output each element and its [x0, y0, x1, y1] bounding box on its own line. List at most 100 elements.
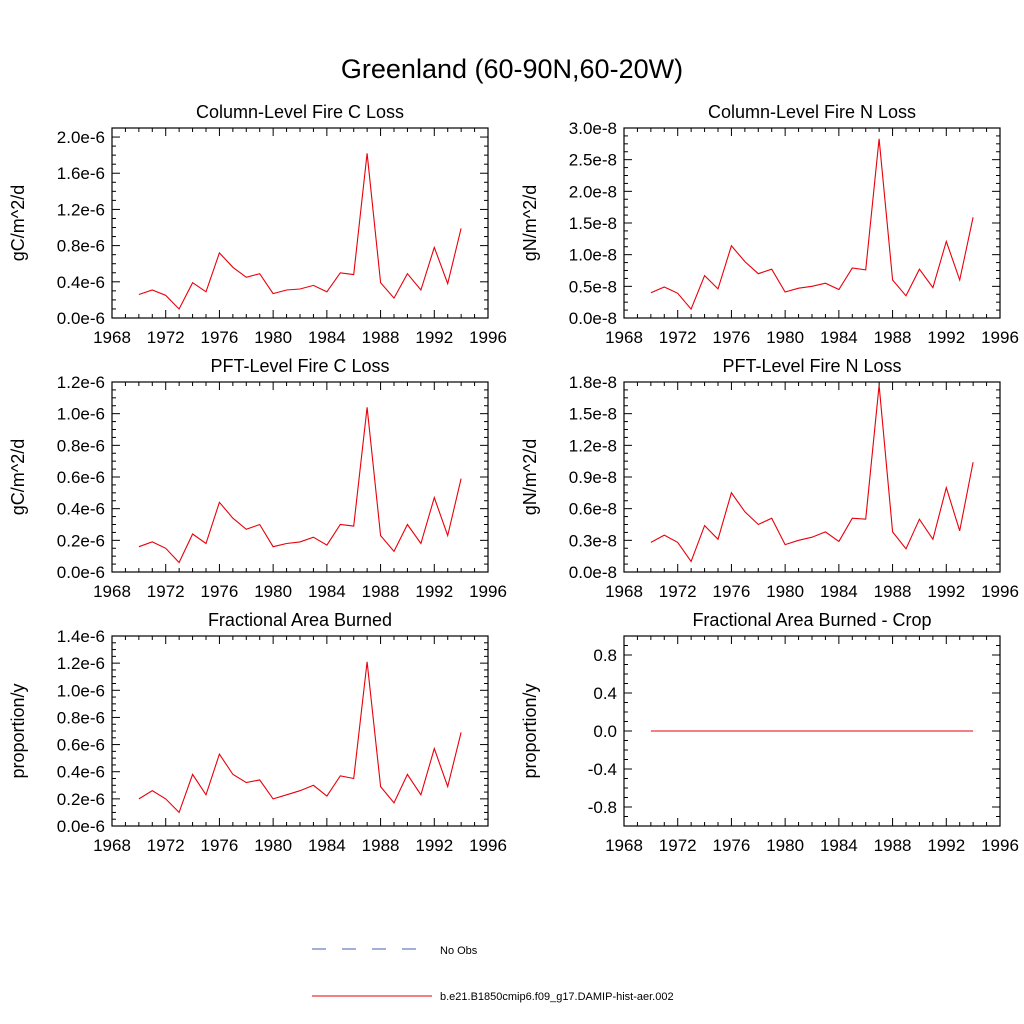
panel-title: Column-Level Fire N Loss: [708, 102, 916, 122]
y-tick-label: 0.0e-6: [57, 563, 105, 582]
x-tick-label: 1988: [874, 836, 912, 855]
x-tick-label: 1992: [927, 582, 965, 601]
y-tick-label: 0.4: [593, 684, 617, 703]
x-tick-label: 1968: [93, 328, 131, 347]
y-tick-label: 2.5e-8: [569, 151, 617, 170]
y-tick-label: 1.2e-6: [57, 654, 105, 673]
x-tick-label: 1980: [254, 836, 292, 855]
x-tick-label: 1972: [659, 328, 697, 347]
x-tick-label: 1980: [254, 328, 292, 347]
x-tick-label: 1992: [927, 328, 965, 347]
x-tick-label: 1972: [659, 836, 697, 855]
y-tick-label: 0.0: [593, 722, 617, 741]
x-tick-label: 1992: [415, 328, 453, 347]
y-axis-label: gN/m^2/d: [520, 439, 540, 515]
series-line: [650, 385, 974, 563]
y-tick-label: 0.0e-6: [57, 817, 105, 836]
x-tick-label: 1972: [659, 582, 697, 601]
y-tick-label: 1.2e-6: [57, 373, 105, 392]
x-tick-label: 1984: [820, 328, 858, 347]
x-tick-label: 1988: [362, 582, 400, 601]
x-tick-label: 1976: [713, 836, 751, 855]
x-tick-label: 1968: [93, 582, 131, 601]
plot-frame: [111, 635, 489, 827]
x-tick-label: 1980: [766, 328, 804, 347]
x-tick-label: 1988: [362, 328, 400, 347]
plot-frame: [623, 381, 1001, 573]
y-tick-label: 1.0e-6: [57, 681, 105, 700]
y-tick-label: 0.4e-6: [57, 500, 105, 519]
y-axis-label: proportion/y: [8, 683, 28, 778]
panel-title: PFT-Level Fire N Loss: [722, 356, 901, 376]
y-tick-label: 2.0e-6: [57, 128, 105, 147]
y-tick-label: 0.2e-6: [57, 531, 105, 550]
y-axis-label: gN/m^2/d: [520, 185, 540, 261]
legend-label-no-obs: No Obs: [440, 945, 478, 957]
x-tick-label: 1996: [981, 328, 1019, 347]
legend-label-model: b.e21.B1850cmip6.f09_g17.DAMIP-hist-aer.…: [440, 991, 674, 1003]
y-tick-label: 0.6e-8: [569, 500, 617, 519]
x-tick-label: 1992: [415, 836, 453, 855]
x-tick-label: 1996: [469, 582, 507, 601]
panel-title: Fractional Area Burned: [208, 610, 392, 630]
x-tick-label: 1976: [713, 328, 751, 347]
y-tick-label: 1.5e-8: [569, 405, 617, 424]
x-tick-label: 1984: [308, 328, 346, 347]
y-tick-label: -0.4: [588, 760, 617, 779]
y-tick-label: 0.4e-6: [57, 273, 105, 292]
y-tick-label: 1.8e-8: [569, 373, 617, 392]
y-tick-label: 0.8e-6: [57, 708, 105, 727]
x-tick-label: 1992: [415, 582, 453, 601]
x-tick-label: 1988: [362, 836, 400, 855]
y-tick-label: 0.4e-6: [57, 763, 105, 782]
y-tick-label: 0.8e-6: [57, 436, 105, 455]
x-tick-label: 1968: [93, 836, 131, 855]
y-tick-label: 0.0e-8: [569, 563, 617, 582]
panel-title: Column-Level Fire C Loss: [196, 102, 404, 122]
y-tick-label: 0.0e-6: [57, 309, 105, 328]
y-tick-label: 0.2e-6: [57, 790, 105, 809]
y-tick-label: 1.6e-6: [57, 164, 105, 183]
x-tick-label: 1972: [147, 582, 185, 601]
x-tick-label: 1968: [605, 582, 643, 601]
y-tick-label: 2.0e-8: [569, 182, 617, 201]
x-tick-label: 1988: [874, 328, 912, 347]
y-axis-label: proportion/y: [520, 683, 540, 778]
series-line: [138, 661, 462, 814]
y-tick-label: 0.3e-8: [569, 531, 617, 550]
plot-frame: [111, 381, 489, 573]
x-tick-label: 1988: [874, 582, 912, 601]
panel-title: PFT-Level Fire C Loss: [210, 356, 389, 376]
x-tick-label: 1996: [469, 836, 507, 855]
x-tick-label: 1972: [147, 836, 185, 855]
x-tick-label: 1980: [766, 582, 804, 601]
x-tick-label: 1992: [927, 836, 965, 855]
x-tick-label: 1996: [469, 328, 507, 347]
x-tick-label: 1976: [713, 582, 751, 601]
x-tick-label: 1972: [147, 328, 185, 347]
y-tick-label: 0.6e-6: [57, 736, 105, 755]
x-tick-label: 1984: [308, 836, 346, 855]
y-tick-label: 1.0e-6: [57, 405, 105, 424]
y-tick-label: 1.2e-6: [57, 200, 105, 219]
y-tick-label: 3.0e-8: [569, 119, 617, 138]
x-tick-label: 1976: [201, 836, 239, 855]
x-tick-label: 1984: [820, 836, 858, 855]
x-tick-label: 1976: [201, 582, 239, 601]
x-tick-label: 1976: [201, 328, 239, 347]
x-tick-label: 1968: [605, 328, 643, 347]
x-tick-label: 1984: [820, 582, 858, 601]
y-tick-label: -0.8: [588, 798, 617, 817]
y-tick-label: 0.8: [593, 646, 617, 665]
y-tick-label: 0.9e-8: [569, 468, 617, 487]
figure-title: Greenland (60-90N,60-20W): [340, 54, 684, 84]
plot-frame: [623, 127, 1001, 319]
series-line: [138, 407, 462, 564]
series-line: [650, 138, 974, 311]
series-line: [138, 153, 462, 310]
y-tick-label: 1.2e-8: [569, 436, 617, 455]
y-tick-label: 1.4e-6: [57, 627, 105, 646]
y-tick-label: 1.0e-8: [569, 246, 617, 265]
